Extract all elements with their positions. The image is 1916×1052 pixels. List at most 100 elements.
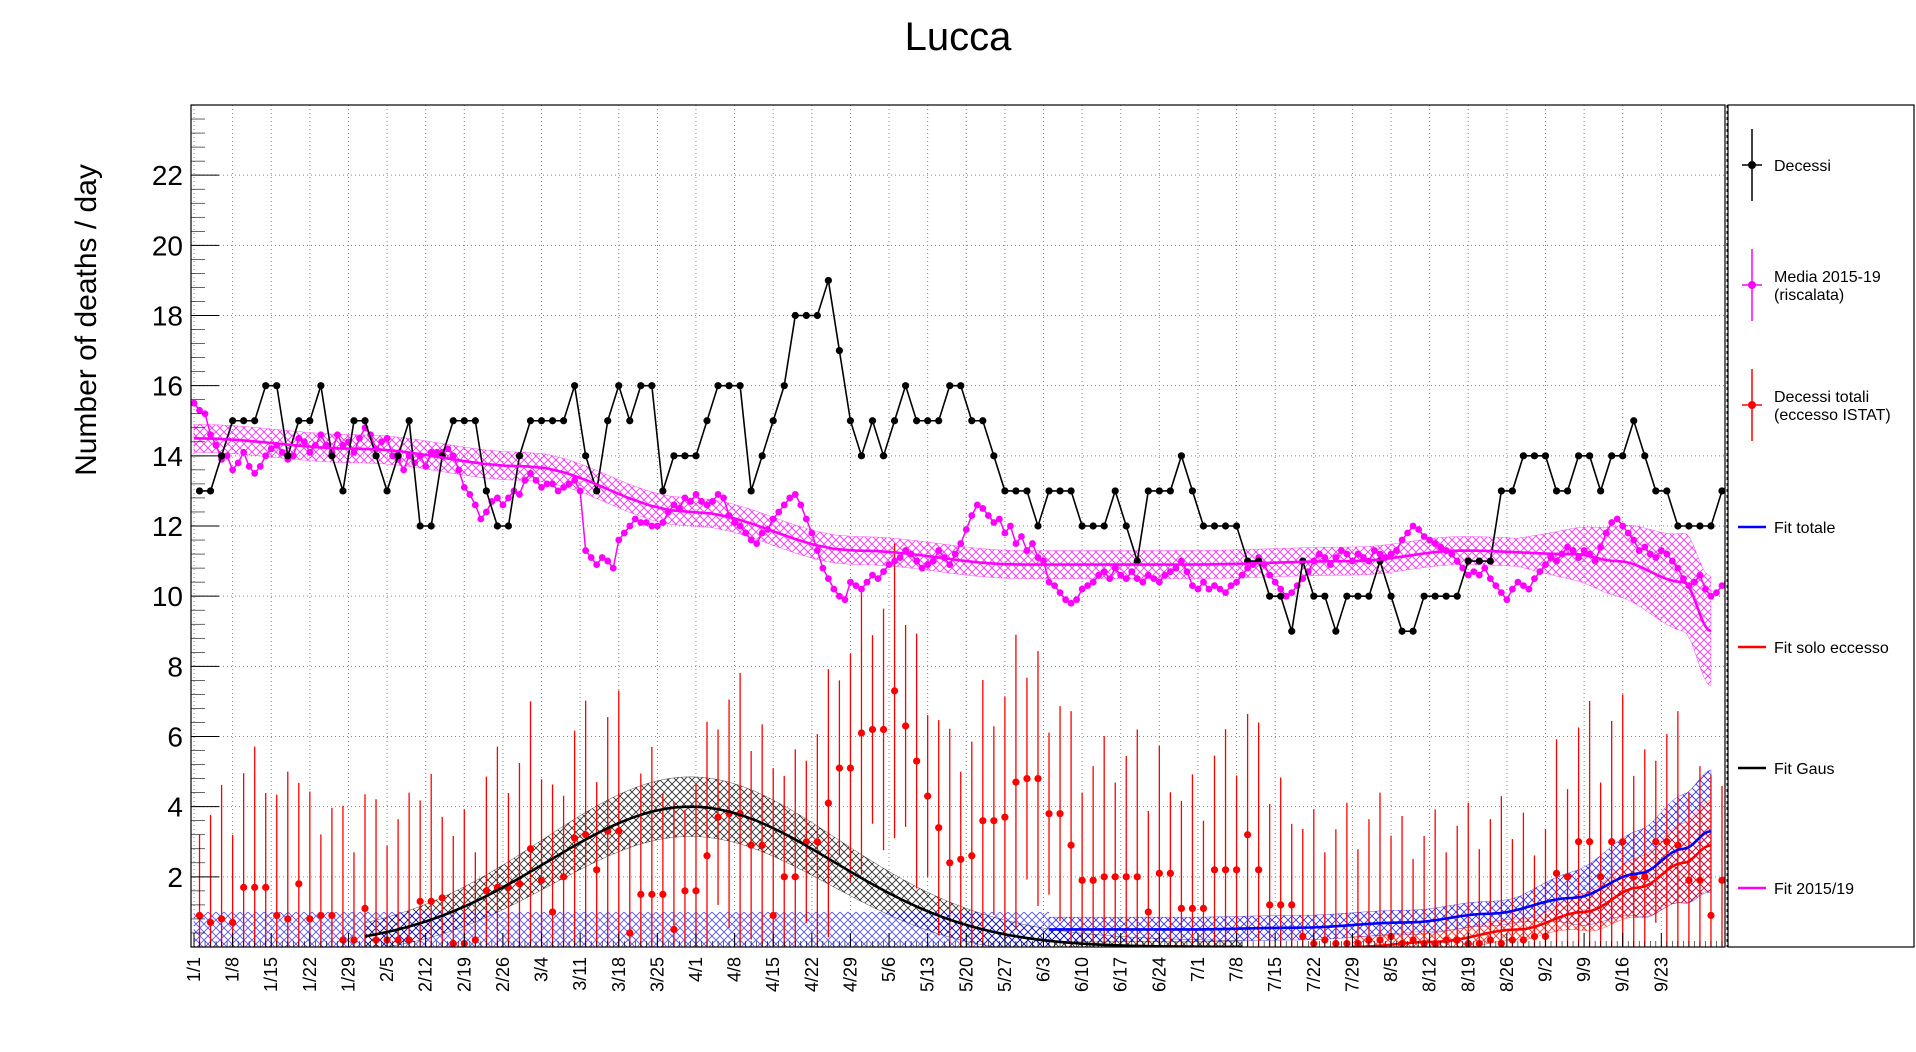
decessi-point xyxy=(229,417,237,425)
excess-point xyxy=(1552,869,1561,877)
x-tick-label: 2/12 xyxy=(416,957,436,992)
media-point xyxy=(957,540,965,547)
media-point xyxy=(1691,578,1698,586)
media-point xyxy=(1597,543,1605,551)
decessi-point xyxy=(1188,487,1197,495)
media-point xyxy=(449,452,457,460)
decessi-point xyxy=(1486,557,1494,565)
excess-point xyxy=(703,852,711,860)
media-point xyxy=(1073,596,1080,604)
excess-point xyxy=(350,936,358,944)
media-point xyxy=(576,487,584,495)
media-point xyxy=(1089,578,1097,586)
excess-point xyxy=(769,911,777,920)
media-point xyxy=(1779,603,1786,610)
decessi-point xyxy=(1431,592,1439,600)
decessi-point xyxy=(1685,522,1693,530)
excess-point xyxy=(747,841,755,849)
media-point xyxy=(869,571,876,579)
decessi-point xyxy=(1144,487,1152,495)
excess-point xyxy=(1563,873,1572,881)
media-point xyxy=(709,498,716,505)
excess-point xyxy=(1144,908,1152,916)
excess-point xyxy=(537,876,546,884)
media-point xyxy=(1718,582,1725,590)
media-point xyxy=(858,585,865,593)
excess-point xyxy=(229,918,237,927)
media-point xyxy=(1266,571,1274,579)
media-point xyxy=(400,466,408,474)
media-point xyxy=(1321,554,1329,561)
media-point xyxy=(687,498,694,505)
media-point xyxy=(1139,578,1147,586)
decessi-point xyxy=(1387,592,1395,600)
media-point xyxy=(278,448,286,456)
excess-point xyxy=(1751,912,1758,919)
media-point xyxy=(516,491,523,498)
media-point xyxy=(753,540,761,547)
decessi-point xyxy=(195,487,204,495)
media-point xyxy=(968,512,976,519)
media-point xyxy=(836,592,843,600)
media-point xyxy=(1635,547,1643,554)
media-point xyxy=(758,529,766,537)
excess-point xyxy=(615,827,623,835)
decessi-point xyxy=(1166,487,1174,495)
media-point xyxy=(1862,572,1869,579)
decessi-point xyxy=(990,452,998,460)
media-point xyxy=(1453,557,1461,565)
media-point xyxy=(874,575,882,583)
media-point xyxy=(1608,519,1616,526)
media-point xyxy=(1155,578,1163,586)
media-point xyxy=(1785,614,1792,621)
decessi-point xyxy=(217,452,226,460)
decessi-point xyxy=(824,276,832,285)
media-point xyxy=(389,452,396,460)
media-point xyxy=(1062,596,1069,604)
decessi-point xyxy=(571,382,579,390)
decessi-point xyxy=(879,452,888,460)
media-point xyxy=(885,561,893,568)
media-point xyxy=(433,448,441,456)
excess-point xyxy=(935,824,943,832)
excess-point xyxy=(1166,869,1174,877)
excess-point xyxy=(879,725,888,734)
media-point xyxy=(924,561,932,568)
media-point xyxy=(631,515,639,523)
decessi-point xyxy=(835,346,844,355)
media-point xyxy=(1829,575,1836,582)
media-point xyxy=(1166,568,1174,576)
decessi-point xyxy=(1641,452,1649,460)
media-point xyxy=(1012,540,1020,547)
media-point xyxy=(1216,585,1224,593)
media-point xyxy=(1332,554,1340,561)
excess-point xyxy=(1177,904,1186,913)
media-point xyxy=(780,501,788,509)
decessi-point xyxy=(1718,487,1725,495)
excess-point xyxy=(328,911,336,920)
media-point xyxy=(1542,561,1549,568)
excess-point xyxy=(416,897,424,905)
decessi-point xyxy=(1541,452,1550,460)
media-point xyxy=(1868,561,1875,568)
excess-point xyxy=(758,841,766,849)
excess-point xyxy=(1597,873,1605,881)
media-point xyxy=(1834,572,1841,579)
media-point xyxy=(1845,586,1852,593)
media-point xyxy=(1161,571,1169,579)
y-tick-label: 2 xyxy=(167,862,183,893)
excess-point xyxy=(262,883,270,891)
grid-lines xyxy=(191,105,1725,947)
media-point xyxy=(245,462,253,470)
media-point xyxy=(466,491,474,498)
decessi-point xyxy=(372,452,380,460)
media-point xyxy=(477,515,485,523)
excess-point xyxy=(1807,915,1814,922)
excess-point xyxy=(394,936,402,944)
decessi-point xyxy=(857,452,866,460)
media-point xyxy=(289,452,297,460)
decessi-point xyxy=(670,452,678,460)
media-point xyxy=(543,480,551,488)
excess-point xyxy=(273,911,281,920)
